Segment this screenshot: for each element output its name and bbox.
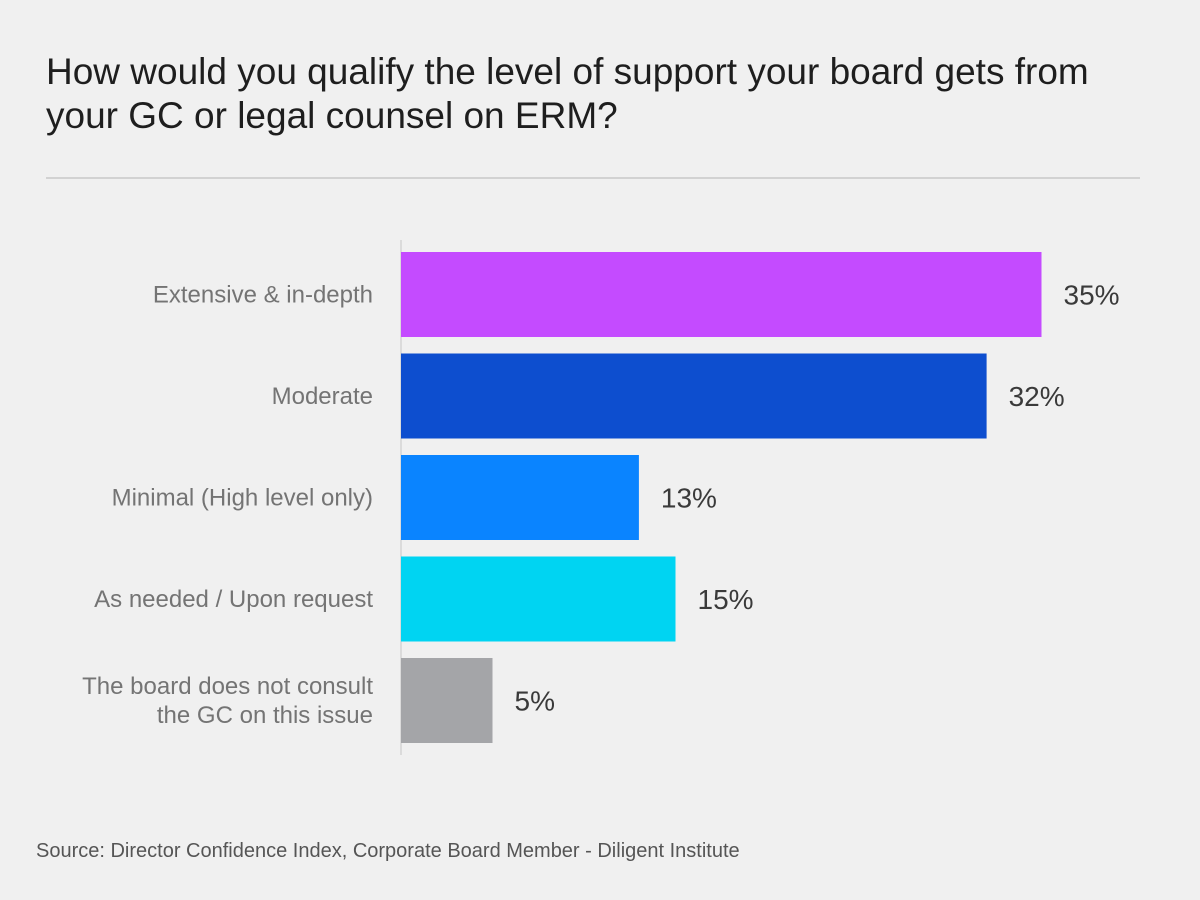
bar-3 (401, 556, 676, 642)
bar-4 (401, 658, 493, 743)
value-label-4: 5% (515, 686, 555, 717)
value-label-3: 15% (698, 584, 754, 615)
source-note: Source: Director Confidence Index, Corpo… (36, 840, 740, 862)
category-label-1: Moderate (272, 383, 373, 410)
value-label-1: 32% (1009, 381, 1065, 412)
category-label-4: The board does not consult the GC on this… (82, 673, 373, 729)
category-label-3: As needed / Upon request (94, 586, 373, 613)
title-divider (46, 177, 1140, 179)
category-label-2: Minimal (High level only) (112, 485, 373, 512)
category-label-0: Extensive & in-depth (153, 282, 373, 309)
bar-2 (401, 455, 639, 540)
value-label-2: 13% (661, 483, 717, 514)
bar-chart: Extensive & in-depth 35% Moderate 32% Minima… (82, 240, 1120, 755)
value-label-0: 35% (1064, 280, 1120, 311)
bar-1 (401, 353, 987, 439)
chart-title: How would you qualify the level of suppo… (46, 51, 1089, 136)
bar-0 (401, 252, 1042, 337)
